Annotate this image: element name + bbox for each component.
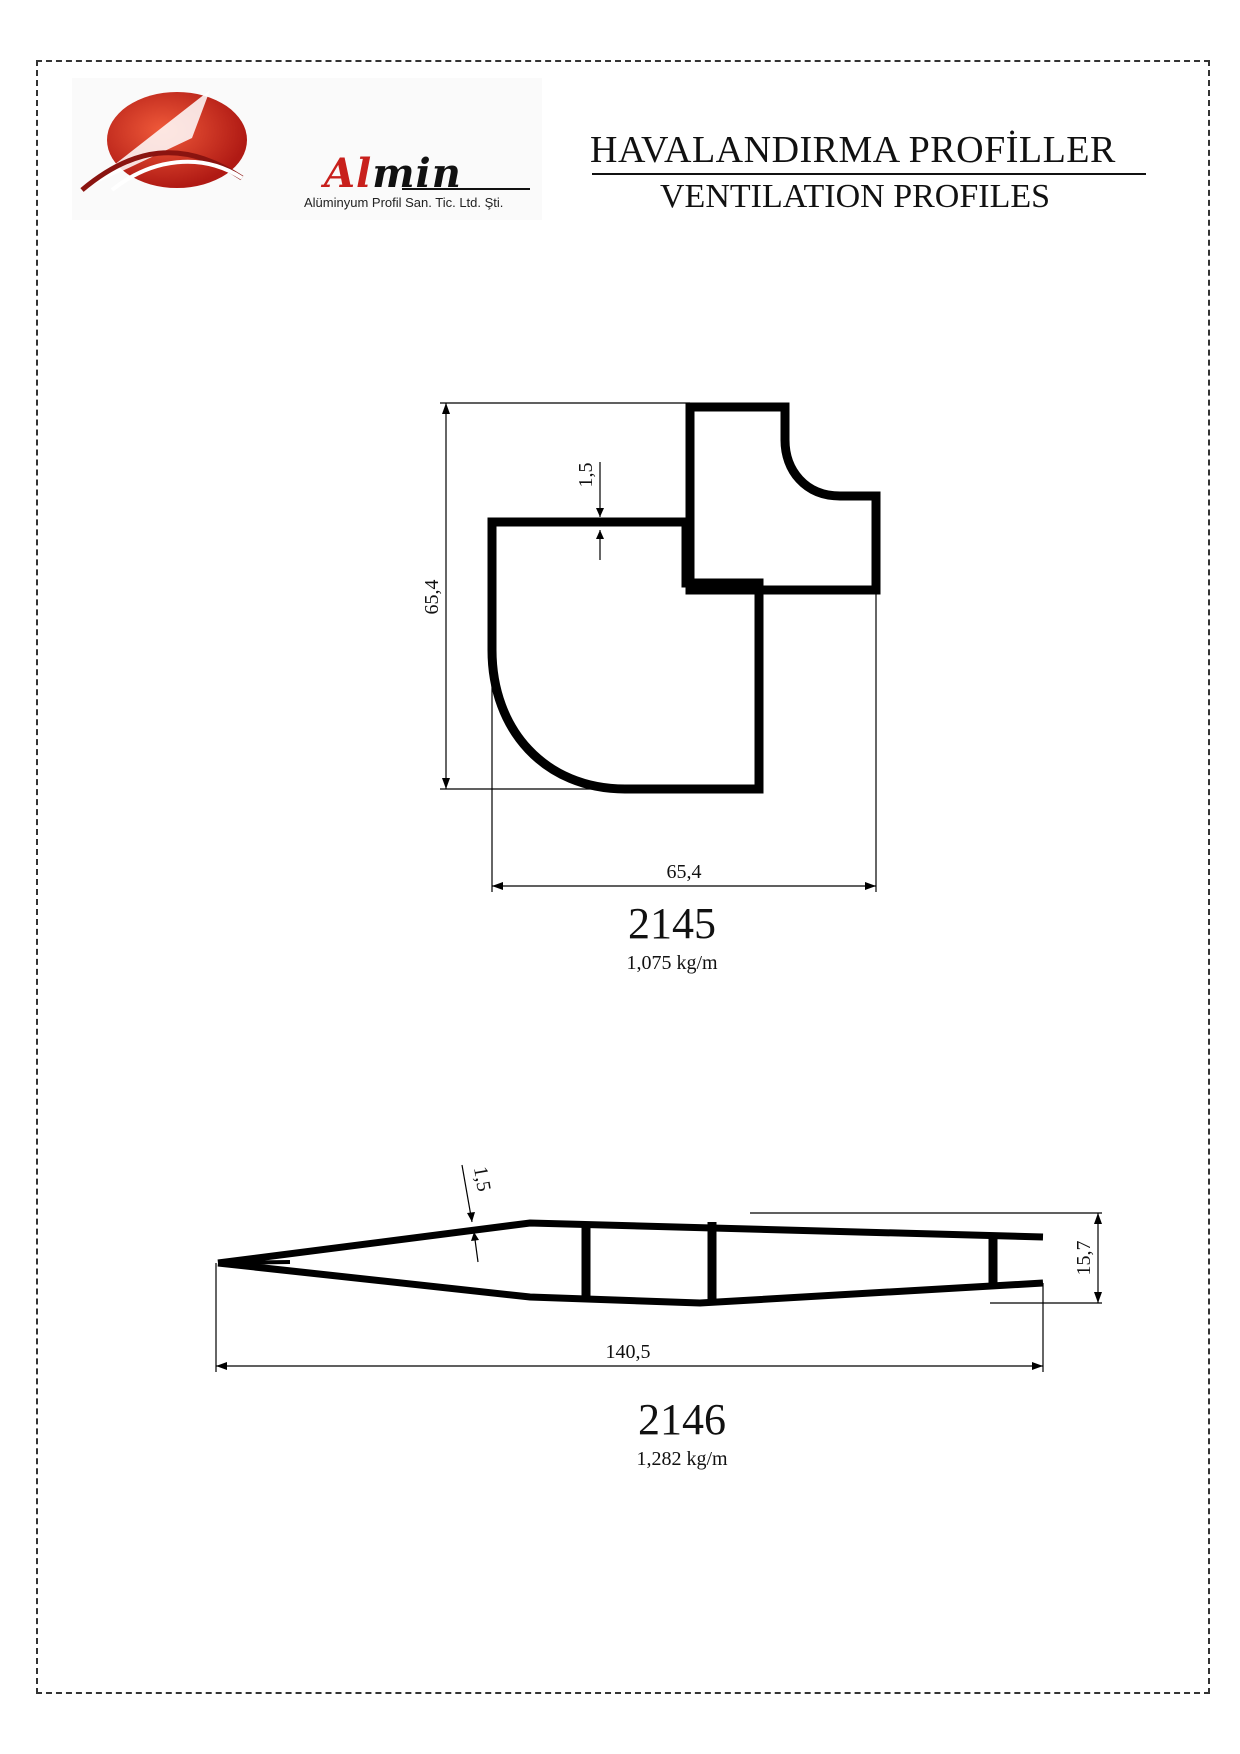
brand-underline [402, 188, 530, 190]
company-logo: Almin Alüminyum Profil San. Tic. Ltd. Şt… [72, 78, 542, 220]
dim-2146-height: 15,7 [1073, 1241, 1095, 1276]
dim-2145-wall: 1,5 [575, 463, 597, 488]
dim-2146-length: 140,5 [606, 1341, 651, 1363]
dim-2145-width: 65,4 [667, 861, 702, 883]
profile-2145-drawing: 65,4 65,4 1,5 [421, 402, 881, 892]
page-frame [36, 60, 1210, 1694]
profile-weight-2146: 1,282 kg/m [636, 1448, 728, 1470]
logo-emblem-icon [80, 90, 247, 192]
dim-2146-wall: 1,5 [469, 1165, 495, 1193]
dim-2145-height: 65,4 [421, 580, 443, 615]
page-title-tr: HAVALANDIRMA PROFİLLER [590, 129, 1116, 171]
profile-code-2146: 2146 [638, 1395, 726, 1444]
title-underline [592, 173, 1146, 175]
profile-weight-2145: 1,075 kg/m [626, 952, 718, 974]
page-title-en: VENTILATION PROFILES [660, 178, 1051, 215]
company-tagline: Alüminyum Profil San. Tic. Ltd. Şti. [304, 195, 504, 210]
profile-code-2145: 2145 [628, 899, 716, 948]
profile-2146-drawing: 15,7 140,5 1,5 [215, 1165, 1102, 1372]
